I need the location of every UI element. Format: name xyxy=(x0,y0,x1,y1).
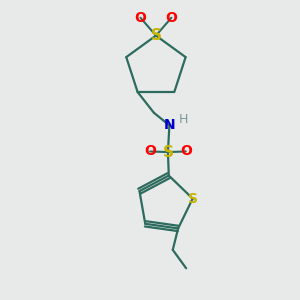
Text: N: N xyxy=(164,118,175,132)
Text: O: O xyxy=(144,145,156,158)
Text: O: O xyxy=(180,145,192,158)
Text: S: S xyxy=(162,145,173,160)
Text: S: S xyxy=(150,28,161,43)
Text: O: O xyxy=(166,11,177,25)
Text: H: H xyxy=(179,113,188,127)
Text: O: O xyxy=(135,11,146,25)
Text: S: S xyxy=(188,192,198,206)
